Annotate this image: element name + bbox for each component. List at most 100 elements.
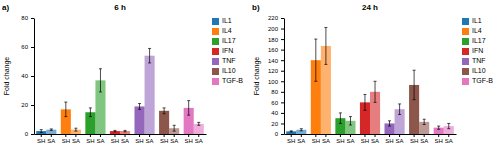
- legend-label: IL1: [222, 17, 232, 24]
- x-tick: SH: [336, 134, 344, 144]
- legend-item: TGF-B: [462, 77, 493, 85]
- y-tick-mark: [31, 47, 34, 48]
- x-tick-mark: [65, 134, 66, 137]
- x-tick: SA: [297, 134, 305, 144]
- y-tick: 40: [271, 110, 284, 116]
- y-tick-label: 80: [271, 89, 278, 95]
- legend-item: IL4: [462, 27, 482, 35]
- y-tick-mark: [31, 76, 34, 77]
- y-tick-label: 40: [271, 110, 278, 116]
- x-tick-label: SA: [297, 138, 305, 144]
- series: [184, 101, 204, 134]
- legend-label: TGF-B: [222, 77, 243, 84]
- legend-label: IL17: [222, 37, 236, 44]
- legend-item: IL10: [212, 67, 236, 75]
- legend-item: IL10: [462, 67, 486, 75]
- x-tick-mark: [414, 134, 415, 137]
- x-tick-mark: [125, 134, 126, 137]
- x-tick-label: SA: [346, 138, 354, 144]
- panel-label: a): [2, 3, 9, 12]
- x-tick-label: SH: [385, 138, 393, 144]
- x-tick: SH: [410, 134, 418, 144]
- bar: [46, 130, 56, 134]
- y-axis-line: [284, 19, 285, 135]
- error-bar: [349, 117, 352, 125]
- y-tick: 0: [25, 131, 34, 137]
- x-tick-label: SA: [146, 138, 154, 144]
- x-tick: SH: [312, 134, 320, 144]
- series: [110, 130, 130, 134]
- y-axis-line: [34, 19, 35, 135]
- y-tick-label: 140: [268, 58, 279, 64]
- x-tick-mark: [375, 134, 376, 137]
- error-bar: [300, 129, 303, 131]
- y-tick-label: 40: [21, 73, 28, 79]
- y-tick-label: 0: [25, 131, 29, 137]
- x-tick-mark: [149, 134, 150, 137]
- y-tick-label: 220: [268, 15, 279, 21]
- error-bar: [148, 48, 151, 63]
- x-tick: SA: [146, 134, 154, 144]
- x-tick-mark: [114, 134, 115, 137]
- legend-label: IFN: [472, 47, 483, 54]
- y-axis-title: Fold change: [3, 57, 11, 96]
- x-tick-group: SHSA: [62, 134, 80, 144]
- y-tick: 20: [271, 121, 284, 127]
- y-tick-label: 180: [268, 37, 279, 43]
- legend-swatch: [462, 58, 469, 65]
- marks: [36, 48, 204, 134]
- error-bar: [388, 121, 391, 126]
- error-bar: [50, 129, 53, 130]
- x-tick: SH: [185, 134, 193, 144]
- y-tick-mark: [281, 134, 284, 135]
- error-bar: [64, 102, 67, 117]
- x-tick: SA: [96, 134, 104, 144]
- series: [384, 104, 404, 134]
- x-tick-group: SHSA: [361, 134, 379, 144]
- error-bar: [113, 130, 116, 131]
- x-axis-line: [285, 134, 457, 135]
- legend-label: IL10: [222, 67, 236, 74]
- legend-swatch: [212, 38, 219, 45]
- x-tick-group: SHSA: [111, 134, 129, 144]
- x-tick-mark: [364, 134, 365, 137]
- x-tick: SH: [287, 134, 295, 144]
- x-tick-group: SHSA: [435, 134, 453, 144]
- legend: IL1IL4IL17IFNTNFIL10TGF-B: [462, 17, 493, 85]
- y-tick: 120: [268, 68, 284, 74]
- x-tick-label: SH: [37, 138, 45, 144]
- error-bar: [413, 70, 416, 100]
- error-bar: [99, 69, 102, 92]
- legend-label: IFN: [222, 47, 233, 54]
- y-tick-mark: [31, 105, 34, 106]
- y-tick: 220: [268, 15, 284, 21]
- error-bar: [314, 39, 317, 81]
- series: [311, 27, 331, 134]
- y-tick: 60: [271, 100, 284, 106]
- bar: [120, 131, 130, 134]
- x-tick: SH: [62, 134, 70, 144]
- bar: [134, 106, 144, 134]
- y-tick-label: 200: [268, 26, 279, 32]
- y-tick-label: 60: [271, 100, 278, 106]
- legend-item: IL1: [212, 17, 232, 25]
- x-tick-label: SH: [86, 138, 94, 144]
- legend-item: TGF-B: [212, 77, 243, 85]
- error-bar: [290, 131, 293, 132]
- x-tick-mark: [90, 134, 91, 137]
- bar: [159, 111, 169, 134]
- x-tick-mark: [188, 134, 189, 137]
- x-tick: SA: [322, 134, 330, 144]
- x-tick-group: SHSA: [135, 134, 153, 144]
- x-tick: SH: [86, 134, 94, 144]
- x-tick-mark: [75, 134, 76, 137]
- y-tick-mark: [281, 102, 284, 103]
- error-bar: [138, 104, 141, 110]
- y-tick-mark: [281, 29, 284, 30]
- bar: [110, 131, 120, 134]
- x-tick: SA: [420, 134, 428, 144]
- y-tick-label: 0: [275, 131, 279, 137]
- x-tick-group: SHSA: [385, 134, 403, 144]
- x-tick-mark: [51, 134, 52, 137]
- x-tick: SA: [445, 134, 453, 144]
